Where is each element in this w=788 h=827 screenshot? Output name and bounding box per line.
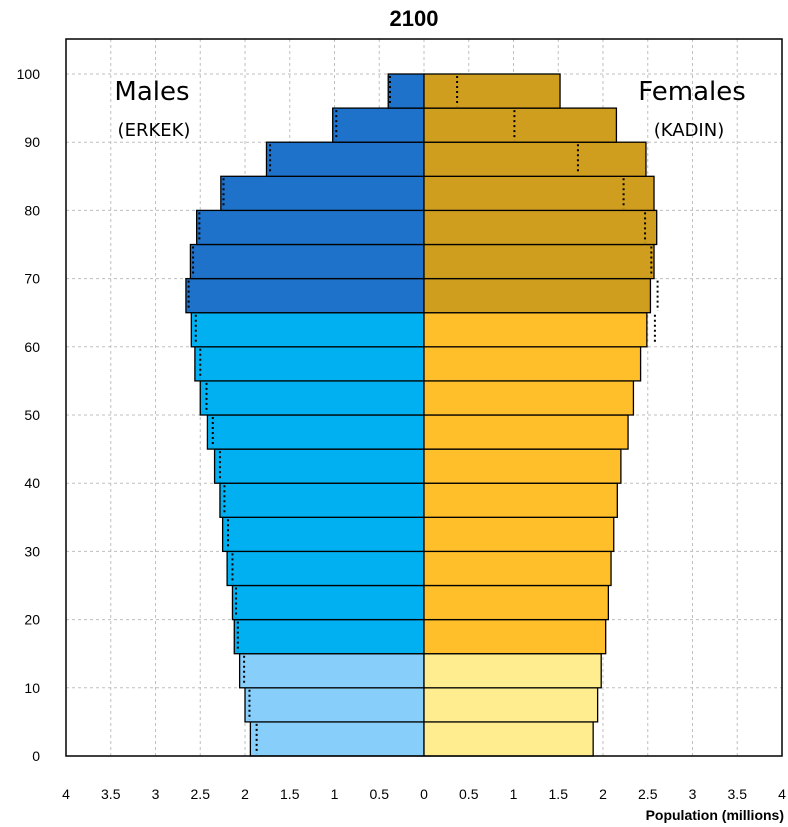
male-bar [196,209,425,246]
x-tick-label: 2 [241,786,249,802]
chart-title: 2100 [390,6,439,31]
female-bar [423,687,599,723]
female-bar [423,618,607,655]
y-tick-label: 90 [24,134,40,150]
male-bar [199,380,425,416]
male-bar [189,243,425,280]
female-bar [423,721,594,757]
male-bar [231,584,425,621]
y-tick-label: 70 [24,271,40,287]
female-bar [423,175,655,212]
female-bar [423,209,658,246]
grid-lines [66,39,782,756]
x-tick-label: 3 [689,786,697,802]
x-tick-label: 3.5 [728,786,748,802]
y-tick-label: 0 [32,748,40,764]
male-bar [238,653,425,689]
y-tick-label: 80 [24,202,40,218]
male-bar [265,141,425,177]
female-bar [423,550,612,587]
male-bar [233,618,425,655]
y-tick-label: 10 [24,680,40,696]
y-tick-label: 100 [17,66,41,82]
females-label: Females [638,77,746,107]
males-label: Males [114,77,189,107]
y-tick-label: 40 [24,475,40,491]
male-bar [244,687,425,723]
reference-markers [187,76,659,754]
x-tick-label: 1.5 [549,786,569,802]
male-bar [219,482,425,518]
x-tick-label: 4 [778,786,786,802]
y-tick-labels: 0 10 20 30 40 50 60 70 80 90 100 [17,66,41,764]
males-sublabel: (ERKEK) [118,120,191,141]
female-bar [423,141,647,177]
female-bar [423,414,629,450]
female-bar [423,584,610,621]
male-bar [220,175,425,212]
female-bar [423,653,602,689]
x-tick-label: 4 [62,786,70,802]
male-bar [206,414,425,450]
male-bar [185,277,425,314]
x-tick-label: 2.5 [638,786,658,802]
x-tick-label: 0.5 [370,786,390,802]
x-tick-labels: 4 3.5 3 2.5 2 1.5 1 0.5 0 0.5 1 1.5 2 2.5 3 3.5 4 [62,786,786,802]
male-bar [221,516,425,553]
female-bar [423,312,648,348]
x-tick-label: 1 [510,786,518,802]
x-tick-label: 3.5 [101,786,121,802]
female-bar [423,380,635,416]
male-bar [213,448,425,484]
female-bar [423,516,615,553]
female-bar [423,243,655,280]
x-axis-label: Population (millions) [646,807,784,823]
male-bar [226,550,425,587]
y-tick-label: 50 [24,407,40,423]
x-tick-label: 3 [152,786,160,802]
x-tick-label: 2.5 [191,786,211,802]
y-tick-label: 30 [24,543,40,559]
plot-frame [65,38,783,757]
y-tick-label: 60 [24,339,40,355]
bars [185,73,658,757]
female-bar [423,346,642,382]
male-bar [194,346,425,382]
x-tick-label: 2 [599,786,607,802]
female-bar [423,107,618,143]
male-bar [332,107,425,143]
female-bar [423,482,618,518]
male-bar [190,312,425,348]
females-sublabel: (KADIN) [654,120,724,141]
female-bar [423,448,622,484]
female-bar [423,73,561,109]
x-tick-label: 1 [331,786,339,802]
y-tick-label: 20 [24,612,40,628]
x-tick-label: 1.5 [280,786,300,802]
x-tick-label: 0 [420,786,428,802]
male-bar [387,73,425,109]
x-tick-label: 0.5 [459,786,479,802]
male-bar [249,721,425,757]
female-bar [423,277,652,314]
